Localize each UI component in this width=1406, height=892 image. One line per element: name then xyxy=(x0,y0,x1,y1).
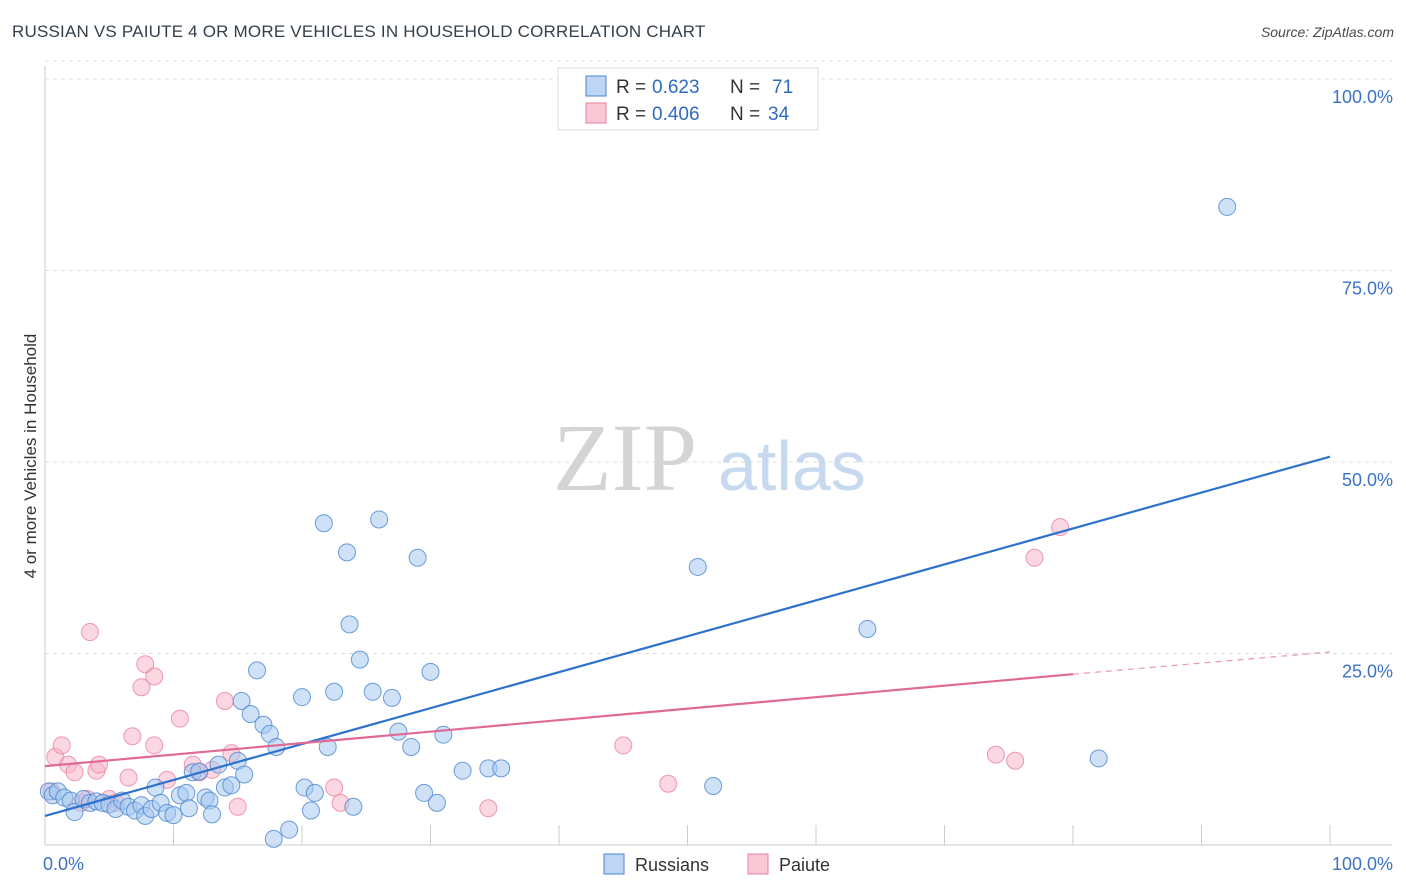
chart-title: RUSSIAN VS PAIUTE 4 OR MORE VEHICLES IN … xyxy=(12,22,706,41)
point-paiute-12 xyxy=(119,768,138,787)
point-russians-32 xyxy=(222,776,241,795)
point-russians-53 xyxy=(370,510,389,529)
point-russians-36 xyxy=(241,705,260,724)
point-paiute-25 xyxy=(228,797,247,816)
bottom-legend-russians: Russians xyxy=(635,855,709,875)
point-russians-66 xyxy=(421,662,440,681)
point-paiute-26 xyxy=(325,778,344,797)
grid xyxy=(45,60,1392,654)
point-russians-46 xyxy=(318,737,337,756)
bottom-legend-swatch-russians xyxy=(603,853,625,875)
legend-swatch-paiute xyxy=(585,102,607,124)
point-russians-71 xyxy=(1218,197,1237,216)
point-russians-29 xyxy=(203,805,222,824)
legend-r-label-paiute: R = xyxy=(616,104,646,125)
point-russians-30 xyxy=(209,755,228,774)
point-russians-68 xyxy=(264,829,283,848)
bottom-legend-paiute: Paiute xyxy=(779,855,830,875)
point-paiute-15 xyxy=(136,655,155,674)
point-russians-61 xyxy=(453,761,472,780)
point-paiute-9 xyxy=(80,623,99,642)
point-russians-69 xyxy=(858,619,877,638)
trend-lines xyxy=(44,455,1331,817)
x-tick-label-0: 0.0% xyxy=(43,854,84,874)
legend-r-value-russians: 0.623 xyxy=(652,77,700,98)
point-paiute-28 xyxy=(479,799,498,818)
y-tick-label-3: 100.0% xyxy=(1332,87,1393,107)
point-russians-35 xyxy=(232,691,251,710)
watermark-zip: ZIP xyxy=(553,404,697,511)
legend-n-label-paiute: N = xyxy=(730,104,760,125)
point-russians-56 xyxy=(402,737,421,756)
point-russians-37 xyxy=(248,661,267,680)
point-russians-42 xyxy=(293,688,311,707)
legend: R = 0.623 N = 71 R = 0.406 N = 34 xyxy=(557,67,819,131)
watermark-atlas: atlas xyxy=(718,427,866,505)
point-russians-57 xyxy=(415,783,434,802)
point-russians-70 xyxy=(1089,749,1108,768)
y-tick-labels: 25.0% 50.0% 75.0% 100.0% xyxy=(1332,87,1393,682)
point-paiute-4 xyxy=(65,763,84,782)
point-russians-59 xyxy=(408,548,427,567)
x-tick-labels: 0.0% 100.0% xyxy=(43,854,1393,874)
point-paiute-19 xyxy=(170,709,189,728)
point-russians-55 xyxy=(389,722,408,741)
point-russians-65 xyxy=(704,777,723,796)
point-russians-58 xyxy=(427,793,446,812)
legend-n-label-russians: N = xyxy=(730,77,760,98)
point-russians-34 xyxy=(235,765,254,784)
y-axis-title: 4 or more Vehicles in Household xyxy=(21,334,40,579)
point-paiute-8 xyxy=(89,755,108,774)
bottom-legend-swatch-paiute xyxy=(747,853,769,875)
x-tick-label-1: 100.0% xyxy=(1332,854,1393,874)
point-russians-44 xyxy=(301,801,320,820)
point-paiute-29 xyxy=(614,736,633,755)
trend-line-paiute-1 xyxy=(44,673,1074,768)
data-points xyxy=(39,197,1237,848)
point-paiute-16 xyxy=(145,667,164,686)
point-russians-49 xyxy=(337,543,356,562)
point-russians-47 xyxy=(325,682,344,701)
point-paiute-31 xyxy=(986,745,1005,764)
legend-r-value-paiute: 0.406 xyxy=(652,104,700,125)
point-paiute-13 xyxy=(123,727,142,746)
legend-swatch-russians xyxy=(585,75,607,97)
trend-line-russians-0 xyxy=(44,455,1331,817)
point-paiute-33 xyxy=(1025,548,1044,567)
legend-n-value-paiute: 34 xyxy=(768,104,790,125)
point-russians-50 xyxy=(340,615,359,634)
legend-r-label-russians: R = xyxy=(616,77,646,98)
point-paiute-32 xyxy=(1006,751,1025,770)
point-paiute-14 xyxy=(132,678,151,697)
point-russians-67 xyxy=(314,514,333,533)
point-russians-60 xyxy=(434,725,453,744)
y-tick-label-2: 75.0% xyxy=(1342,279,1393,299)
point-russians-41 xyxy=(280,820,299,839)
point-russians-23 xyxy=(177,783,196,802)
point-paiute-23 xyxy=(215,691,234,710)
point-russians-52 xyxy=(363,682,382,701)
y-tick-label-0: 25.0% xyxy=(1342,662,1393,682)
source-label: Source: ZipAtlas.com xyxy=(1260,24,1394,40)
point-russians-54 xyxy=(382,688,401,707)
y-tick-label-1: 50.0% xyxy=(1342,470,1393,490)
point-russians-24 xyxy=(179,799,198,818)
point-paiute-2 xyxy=(52,736,71,755)
watermark: ZIP atlas xyxy=(553,404,866,511)
point-paiute-17 xyxy=(145,736,164,755)
point-russians-48 xyxy=(344,797,363,816)
point-russians-51 xyxy=(350,650,369,669)
point-russians-21 xyxy=(164,806,183,825)
point-paiute-30 xyxy=(659,774,678,793)
point-russians-63 xyxy=(492,759,511,778)
point-russians-45 xyxy=(305,783,324,802)
legend-n-value-russians: 71 xyxy=(772,77,793,98)
point-russians-64 xyxy=(688,557,707,576)
trend-line-paiute-2 xyxy=(1072,651,1331,675)
bottom-legend: Russians Paiute xyxy=(603,853,830,875)
